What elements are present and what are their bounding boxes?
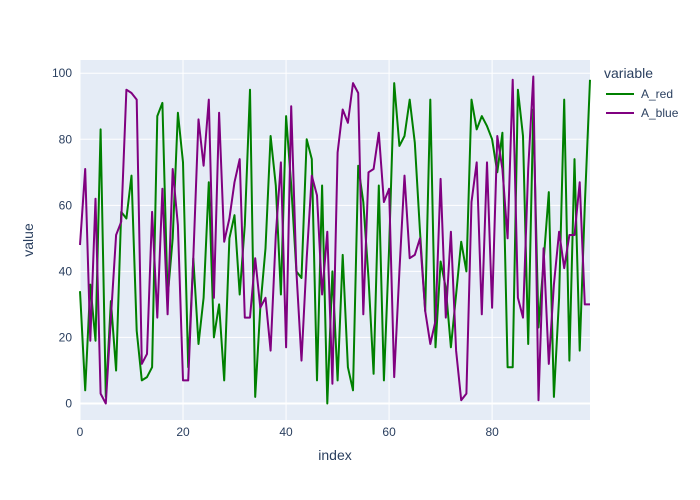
y-tick-label: 80 [59,132,73,146]
x-tick-label: 20 [176,425,190,439]
series-line-A_red [79,79,591,405]
legend-label: A_red [641,87,673,101]
series-layer [79,75,591,405]
legend[interactable]: variable A_red A_blue [604,65,679,120]
series-line-A_blue [79,75,590,405]
x-tick-labels: 0 20 40 60 80 [77,425,499,439]
y-tick-label: 100 [52,66,72,80]
x-tick-label: 0 [77,425,84,439]
y-tick-label: 0 [65,396,72,410]
x-tick-label: 60 [382,425,396,439]
legend-item-A_blue[interactable]: A_blue [606,106,679,120]
y-axis-title: value [20,223,36,257]
x-tick-label: 40 [279,425,293,439]
legend-item-A_red[interactable]: A_red [606,87,673,101]
x-axis-title: index [318,447,351,463]
y-tick-label: 20 [59,330,73,344]
y-tick-labels: 0 20 40 60 80 100 [52,66,72,410]
y-tick-label: 40 [59,264,73,278]
legend-title: variable [604,65,653,81]
x-tick-label: 80 [485,425,499,439]
legend-label: A_blue [641,106,679,120]
y-tick-label: 60 [59,198,73,212]
